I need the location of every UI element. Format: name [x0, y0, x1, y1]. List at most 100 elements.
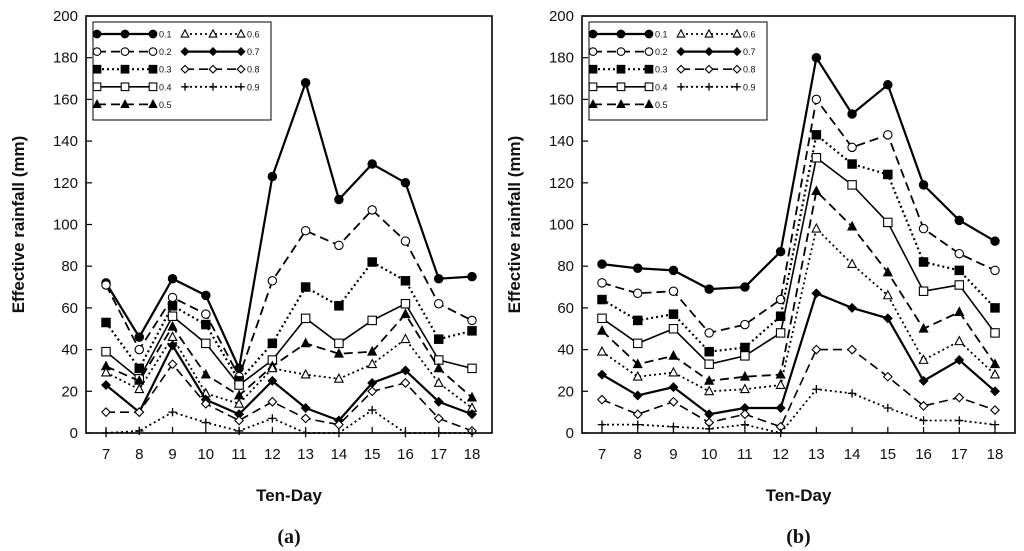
data-point	[918, 286, 929, 296]
legend-label: 0.2	[159, 47, 172, 57]
data-point	[811, 153, 822, 163]
data-point	[883, 403, 893, 413]
y-tick-label: 40	[557, 342, 574, 359]
series-0.2	[597, 94, 1000, 338]
data-point	[134, 344, 145, 355]
y-tick-label: 200	[53, 8, 78, 25]
data-point	[811, 344, 822, 355]
data-point	[467, 428, 477, 438]
legend-swatch-marker	[120, 29, 130, 39]
data-point	[632, 263, 643, 274]
data-point	[300, 337, 311, 348]
data-point	[775, 379, 786, 389]
data-point	[200, 398, 211, 409]
data-point	[704, 346, 714, 357]
data-point	[597, 278, 607, 288]
data-point	[990, 386, 1000, 397]
data-point	[632, 370, 643, 381]
legend-swatch-marker	[92, 99, 102, 108]
legend-swatch-marker	[209, 83, 217, 91]
data-point	[433, 273, 444, 284]
legend-swatch-marker	[644, 64, 654, 74]
series-line	[601, 133, 996, 353]
data-point	[167, 301, 178, 311]
data-point	[434, 428, 443, 438]
data-point	[334, 301, 344, 311]
x-tick-label: 18	[987, 446, 1004, 463]
y-tick-label: 160	[549, 91, 574, 108]
data-point	[846, 220, 858, 231]
data-point	[201, 338, 211, 349]
data-point	[333, 372, 345, 383]
legend-swatch-marker	[237, 83, 245, 91]
y-tick-label: 100	[549, 217, 574, 234]
data-point	[846, 258, 858, 269]
series-0.6	[596, 222, 1001, 396]
legend-swatch-marker	[704, 47, 714, 57]
data-point	[739, 370, 751, 381]
legend-swatch-marker	[616, 64, 626, 74]
legend-swatch-marker	[588, 82, 598, 92]
data-point	[918, 375, 929, 386]
data-point	[234, 426, 244, 436]
legend-swatch-marker	[676, 47, 686, 57]
legend-swatch-marker	[120, 64, 130, 74]
data-point	[367, 205, 377, 215]
data-point	[300, 313, 311, 324]
data-point	[954, 280, 965, 290]
data-point	[990, 303, 1000, 313]
legend-swatch-marker	[120, 82, 130, 92]
data-point	[811, 94, 822, 105]
x-tick-label: 9	[168, 446, 176, 463]
series-line	[105, 81, 473, 370]
data-point	[990, 236, 1000, 246]
data-point	[300, 282, 311, 292]
data-point	[467, 409, 477, 420]
series-0.9	[101, 405, 477, 438]
y-tick-label: 120	[53, 175, 78, 192]
series-line	[601, 348, 996, 428]
series-line	[105, 209, 473, 378]
x-tick-label: 10	[701, 446, 718, 463]
data-point	[167, 273, 178, 284]
data-point	[668, 309, 679, 319]
chart-panel-2: 0 20 40 60 80 100 120 140 160 180 200 7 8 9 10 11 12 13 14…	[505, 8, 1016, 548]
data-point	[740, 342, 750, 353]
data-point	[632, 338, 643, 349]
data-point	[989, 368, 1001, 379]
legend-swatch-marker	[120, 47, 130, 56]
data-point	[234, 380, 244, 390]
legend-swatch-marker	[148, 82, 158, 92]
legend-swatch-marker	[92, 47, 102, 56]
x-tick-label: 17	[951, 446, 968, 463]
legend-swatch-marker	[148, 99, 158, 108]
x-tick-label: 8	[135, 446, 143, 463]
series-line	[601, 227, 996, 393]
series-0.5	[100, 308, 478, 402]
data-point	[597, 294, 607, 305]
data-point	[367, 386, 378, 397]
series-line	[105, 344, 473, 422]
series-line	[106, 363, 473, 432]
legend-label: 0.1	[655, 30, 668, 40]
y-tick-label: 160	[53, 91, 78, 108]
legend-label: 0.5	[159, 100, 172, 110]
legend-swatch-marker	[732, 47, 742, 57]
data-point	[400, 308, 411, 319]
data-point	[668, 382, 679, 393]
data-point	[883, 130, 893, 140]
legend-label: 0.9	[743, 82, 756, 92]
legend-swatch-marker	[616, 82, 626, 92]
data-point	[334, 338, 344, 349]
x-tick-label: 7	[598, 446, 606, 463]
data-point	[267, 338, 278, 349]
x-axis-title: Ten-Day	[766, 486, 832, 505]
legend-swatch-marker	[180, 47, 190, 57]
legend-swatch-marker	[148, 29, 158, 39]
series-0.6	[100, 331, 478, 412]
data-point	[740, 351, 750, 361]
series-0.9	[597, 385, 1000, 438]
legend-swatch-marker	[588, 47, 598, 56]
data-point	[811, 222, 822, 233]
x-tick-label: 18	[464, 446, 481, 463]
